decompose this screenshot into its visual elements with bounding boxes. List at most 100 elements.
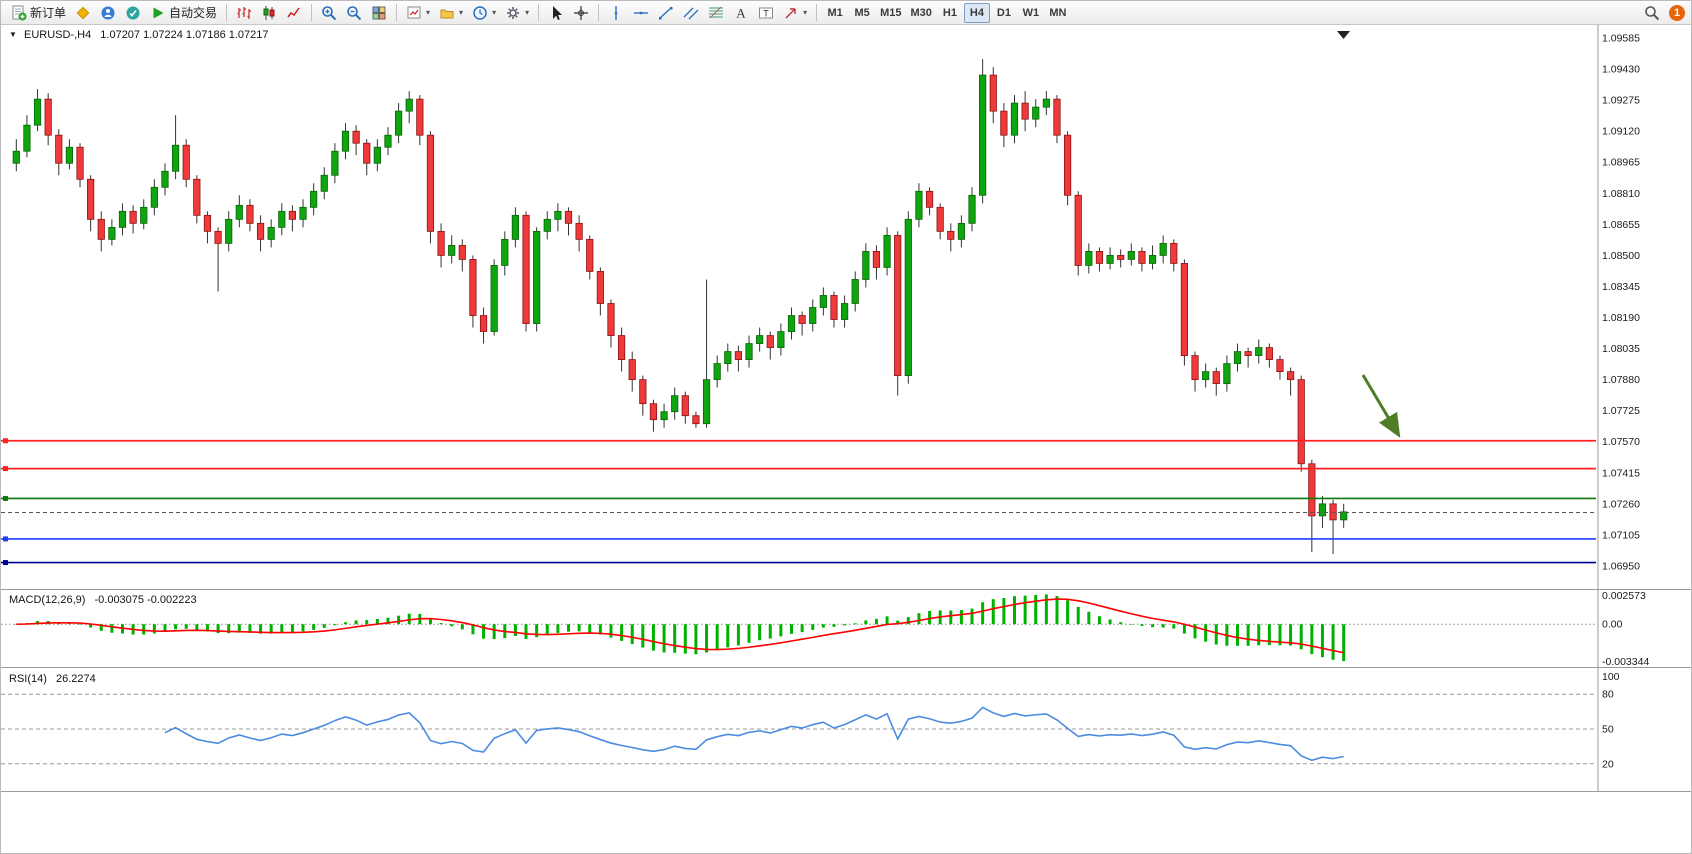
candle (76, 146, 84, 180)
candle (872, 250, 881, 268)
tf-M1[interactable]: M1 (822, 3, 848, 23)
candle (1170, 242, 1178, 264)
tf-D1[interactable]: D1 (991, 3, 1017, 23)
text-label-button[interactable]: T (754, 3, 778, 23)
one-click-trading-toggle[interactable]: ▼ (9, 30, 17, 39)
new-chart-button[interactable]: ▾ (402, 3, 434, 23)
macd-histogram-bar (736, 624, 740, 646)
zoom-out-button[interactable] (342, 3, 366, 23)
macd-histogram-bar (567, 624, 570, 632)
zoom-in-button[interactable] (317, 3, 341, 23)
dropdown-caret-icon[interactable]: ▾ (459, 8, 464, 17)
tf-H1[interactable]: H1 (937, 3, 963, 23)
macd-histogram-bar (758, 624, 762, 641)
chart-canvas[interactable]: 1.09585 1.09430 1.09275 1.09120 1.08965 1.088… (1, 25, 1692, 854)
candle (320, 174, 328, 192)
price-scale[interactable]: 1.09585 1.09430 1.09275 1.09120 1.08965 1.088… (1602, 33, 1640, 573)
community-button[interactable] (96, 3, 120, 23)
periods-button[interactable]: ▾ (468, 3, 500, 23)
line-chart-icon (286, 5, 302, 21)
vertical-line-button[interactable] (604, 3, 628, 23)
candle (140, 206, 148, 224)
tf-M30[interactable]: M30 (907, 3, 936, 23)
line-handle[interactable] (3, 466, 8, 472)
tf-H4[interactable]: H4 (963, 2, 990, 23)
rsi-axis-label: 80 (1602, 689, 1614, 701)
macd-axis-label: -0.003344 (1602, 656, 1649, 668)
new-order-button[interactable]: 新订单 (7, 3, 70, 23)
toolbar-separator (538, 4, 540, 21)
line-chart-button[interactable] (282, 3, 306, 23)
line-handle[interactable] (3, 438, 8, 444)
chart-window[interactable]: 1.09585 1.09430 1.09275 1.09120 1.08965 1.088… (1, 25, 1692, 854)
macd-histogram-bar (705, 624, 709, 653)
candle (649, 403, 658, 421)
tf-M5[interactable]: M5 (849, 3, 875, 23)
dropdown-caret-icon[interactable]: ▾ (803, 8, 808, 17)
macd-histogram-bar (174, 624, 178, 630)
cursor-button[interactable] (544, 3, 568, 23)
dropdown-caret-icon[interactable]: ▾ (426, 8, 431, 17)
price-axis-label: 1.09430 (1602, 64, 1640, 76)
trend-arrow-annotation[interactable] (1361, 374, 1401, 438)
tf-MN[interactable]: MN (1045, 3, 1071, 23)
candle (1053, 98, 1061, 136)
candle (405, 98, 413, 112)
market-button[interactable] (121, 3, 145, 23)
macd-histogram-bar (556, 624, 560, 633)
line-handle[interactable] (3, 495, 8, 501)
search-button[interactable] (1640, 3, 1664, 23)
horizontal-line-button[interactable] (629, 3, 653, 23)
tf-W1[interactable]: W1 (1018, 3, 1044, 23)
candle (819, 295, 827, 308)
macd-histogram-bar (1204, 624, 1208, 642)
candle (363, 142, 371, 164)
candle (214, 230, 222, 244)
candle (840, 303, 849, 320)
line-handle[interactable] (3, 536, 8, 542)
macd-histogram-bar (1066, 600, 1070, 625)
autotrade-button[interactable]: 自动交易 (146, 3, 221, 23)
channel-icon (683, 5, 699, 21)
macd-histogram-bar (1055, 596, 1059, 625)
text-button[interactable]: A (729, 3, 753, 23)
trendline-button[interactable] (654, 3, 678, 23)
templates-button[interactable]: ▾ (501, 3, 533, 23)
toolbar-separator (311, 4, 313, 21)
macd-histogram-bar (1172, 624, 1176, 629)
bar-chart-button[interactable] (232, 3, 256, 23)
community-icon (100, 5, 116, 21)
toolbar: 新订单 自动交易 ▾ ▾ ▾ ▾ A T ▾ M1 M5 M15 M30 H1 H4 D1 W1 MN 1 (1, 1, 1691, 25)
equidistant-channel-button[interactable] (679, 3, 703, 23)
candle (1340, 511, 1348, 521)
macd-histogram-bar (1129, 624, 1133, 625)
price-axis-label: 1.07880 (1602, 374, 1640, 386)
line-handle[interactable] (3, 560, 8, 566)
macd-histogram-bar (917, 613, 921, 625)
fibonacci-button[interactable] (704, 3, 728, 23)
candle (1106, 255, 1114, 264)
chart-shift-marker[interactable] (1337, 31, 1350, 39)
notification-badge[interactable]: 1 (1669, 4, 1685, 21)
candle (12, 150, 20, 164)
candle (87, 178, 95, 220)
macd-histogram-bar (471, 624, 475, 635)
candle (373, 146, 381, 164)
dropdown-caret-icon[interactable]: ▾ (525, 8, 530, 17)
macd-histogram-bar (874, 618, 878, 625)
metaeditor-button[interactable] (71, 3, 95, 23)
candle (394, 110, 403, 136)
macd-histogram-bar (821, 624, 825, 628)
macd-histogram-bar (1034, 594, 1038, 625)
profiles-button[interactable]: ▾ (435, 3, 467, 23)
arrows-button[interactable]: ▾ (779, 3, 811, 23)
tile-windows-button[interactable] (367, 3, 391, 23)
dropdown-caret-icon[interactable]: ▾ (492, 8, 497, 17)
candle (862, 250, 870, 280)
macd-axis-label: 0.002573 (1602, 590, 1646, 602)
candlestick-button[interactable] (257, 3, 281, 23)
tf-M15[interactable]: M15 (876, 3, 905, 23)
crosshair-button[interactable] (569, 3, 593, 23)
candle (384, 134, 392, 148)
